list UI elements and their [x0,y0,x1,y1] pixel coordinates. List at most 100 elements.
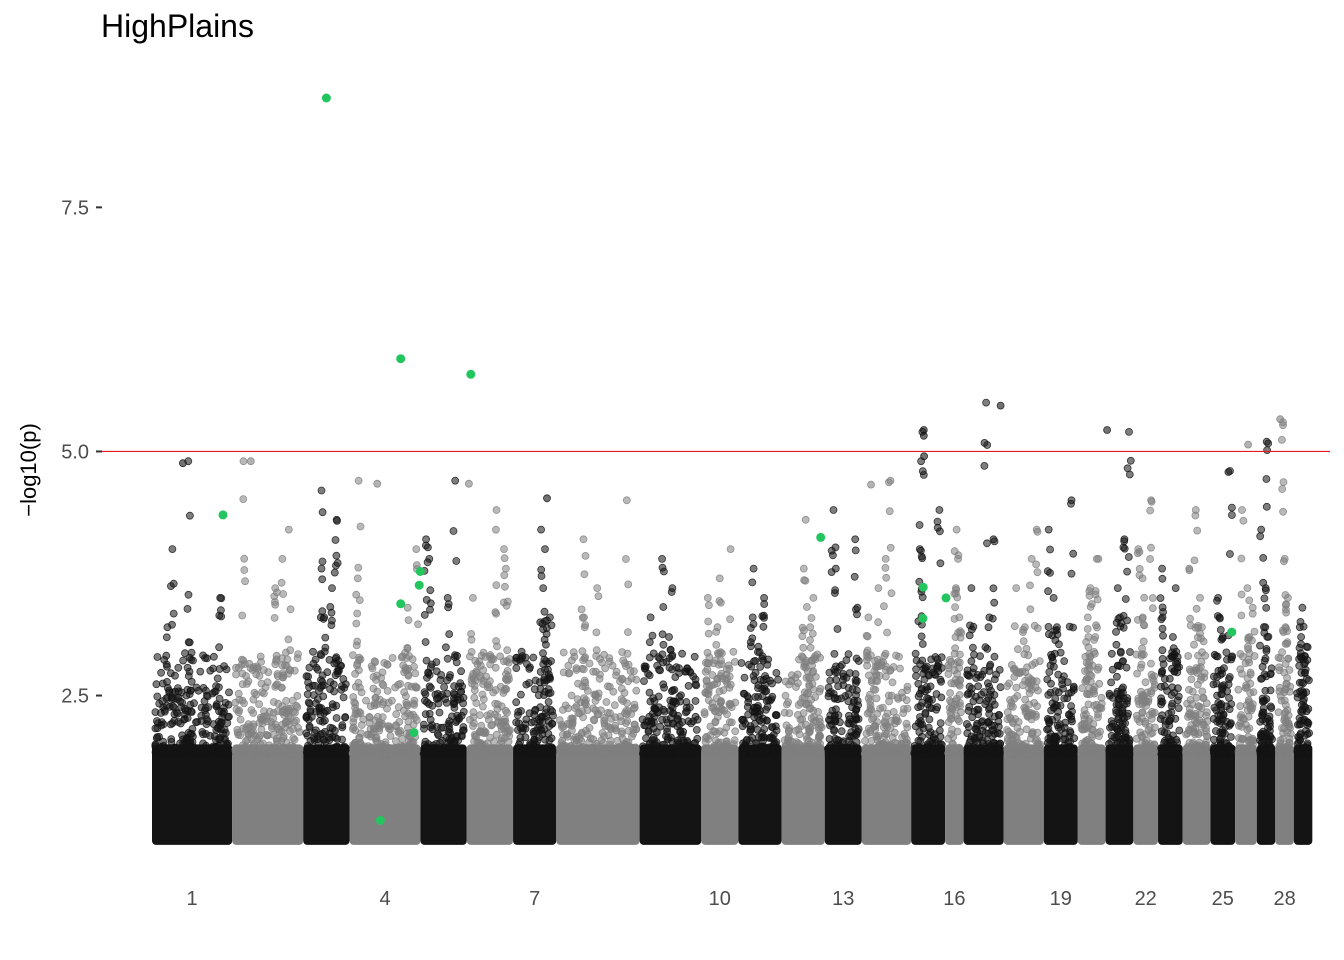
snp-point [162,633,171,642]
snp-point [1113,672,1121,681]
snp-point [1259,554,1268,562]
snp-point [333,559,342,567]
snp-point [425,682,434,691]
snp-point [1237,554,1246,563]
snp-point [711,727,719,736]
snp-point [990,721,999,730]
snp-point [277,578,286,587]
snp-point [567,742,576,750]
snp-point [902,739,911,748]
snp-point [1088,725,1096,734]
snp-point [882,573,891,582]
snp-point [304,698,313,707]
snp-point [925,697,933,705]
snp-point [653,744,662,753]
snp-point [1048,748,1057,756]
snp-point [1069,623,1077,632]
snp-point [337,682,346,690]
snp-point [270,614,279,622]
snp-point [1009,703,1017,711]
snp-point [255,719,264,727]
snp-point [1283,750,1291,758]
snp-point [425,709,434,718]
snp-point [234,689,243,698]
chromosome-22-dense-band [1133,744,1159,845]
snp-peak-point [354,476,363,485]
chromosome-18-dense-band [1003,744,1044,845]
snp-point [500,582,509,591]
snp-point [441,643,450,652]
snp-point [704,629,713,638]
snp-point [740,673,749,682]
snp-point [1170,688,1179,697]
snp-point [238,669,247,678]
snp-point [1283,706,1292,714]
snp-point [986,660,995,669]
snp-point [1014,645,1022,654]
snp-point [404,681,413,690]
snp-point [985,682,994,691]
snp-point [706,744,715,753]
snp-point [894,695,903,703]
snp-point [1225,675,1233,683]
snp-point [517,747,525,756]
snp-point [1303,749,1312,758]
snp-peak-point [468,594,477,602]
snp-point [969,643,977,652]
snp-point [403,644,412,652]
snp-point [1260,657,1269,665]
snp-point [459,707,468,716]
snp-point [1248,748,1257,757]
snp-point [243,735,252,744]
snp-point [541,735,549,744]
snp-point [1147,659,1155,668]
chromosome-24-dense-band [1182,744,1211,845]
snp-point [183,714,192,722]
snp-point [1303,718,1312,727]
snp-peak-point [500,545,508,553]
chromosome-20-dense-band [1077,744,1106,845]
snp-point [457,747,466,756]
snp-peak-point [799,564,808,573]
snp-point [151,748,160,756]
chromosome-19-dense-band [1043,744,1078,845]
snp-point [579,713,587,722]
snp-point [682,703,691,712]
chromosome-10-points [700,545,740,845]
snp-point [900,705,908,713]
snp-point [731,658,739,666]
chromosome-8-dense-band [556,744,640,845]
snp-point [1033,624,1042,633]
snp-point [1012,667,1020,675]
snp-point [326,678,335,686]
snp-point [401,664,410,672]
snp-point [1116,647,1125,656]
snp-point [914,692,923,701]
snp-point [1228,511,1236,519]
snp-point [851,546,860,555]
snp-point [492,581,501,589]
snp-point [975,733,984,741]
snp-peak-point [665,633,673,641]
snp-point [645,688,654,697]
snp-point [1193,526,1202,535]
snp-point [656,722,665,731]
snp-point [1169,644,1178,653]
highlighted-snp-point [396,354,406,364]
snp-point [963,720,971,728]
snp-point [750,676,759,685]
snp-point [529,727,538,736]
snp-point [187,648,196,657]
snp-point [866,697,874,706]
snp-point [927,655,936,664]
snp-point [1185,665,1194,674]
snp-point [677,742,686,751]
snp-point [457,687,465,696]
snp-peak-point [754,642,763,651]
snp-point [426,599,435,608]
snp-point [422,656,431,665]
snp-notable-point [373,479,382,488]
snp-point [612,671,620,680]
snp-point [493,642,501,651]
snp-point [404,616,413,624]
